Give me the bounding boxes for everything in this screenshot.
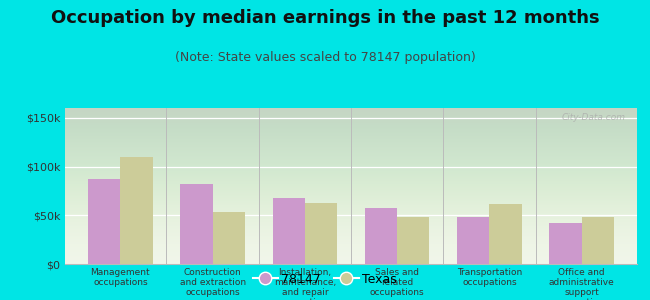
Bar [397,217,430,264]
Text: (Note: State values scaled to 78147 population): (Note: State values scaled to 78147 popu… [175,51,475,64]
Bar [305,202,337,264]
Bar [88,179,120,264]
Legend: 78147, Texas: 78147, Texas [248,268,402,291]
Bar [120,157,153,264]
Bar [213,212,245,264]
Text: City-Data.com: City-Data.com [562,113,625,122]
Bar [582,217,614,264]
Bar [365,208,397,264]
Bar [457,217,489,264]
Bar [272,198,305,264]
Bar [549,223,582,264]
Text: Occupation by median earnings in the past 12 months: Occupation by median earnings in the pas… [51,9,599,27]
Bar [489,203,522,264]
Bar [180,184,213,264]
